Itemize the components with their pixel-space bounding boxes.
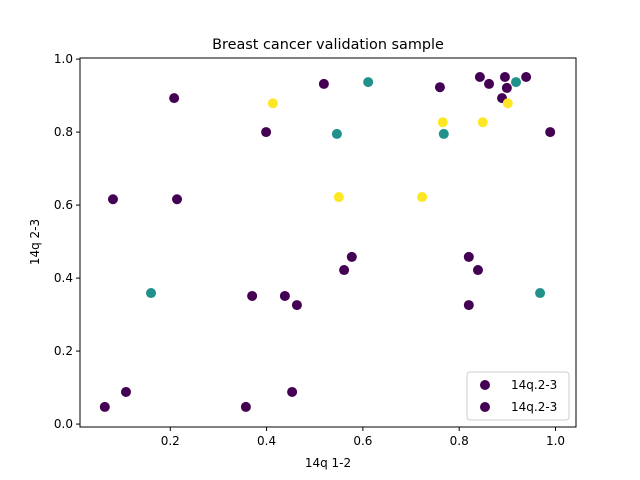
data-point-purple-2 <box>240 401 251 412</box>
data-point-purple-8 <box>172 194 183 205</box>
data-point-purple-21 <box>499 71 510 82</box>
data-point-purple-16 <box>463 300 474 311</box>
data-point-purple-18 <box>545 127 556 138</box>
legend-box <box>466 371 570 421</box>
x-tick-label: 0.2 <box>161 434 180 448</box>
x-axis-label: 14q 1-2 <box>305 456 351 470</box>
data-point-teal-3 <box>438 128 449 139</box>
data-point-purple-9 <box>169 93 180 104</box>
data-point-teal-5 <box>535 288 546 299</box>
data-point-teal-1 <box>331 128 342 139</box>
data-point-purple-6 <box>291 300 302 311</box>
data-point-yellow-5 <box>502 98 513 109</box>
y-tick-label: 0.4 <box>54 271 73 285</box>
x-tick-label: 1.0 <box>546 434 565 448</box>
chart-title: Breast cancer validation sample <box>212 37 444 53</box>
points-layer <box>99 71 556 412</box>
data-point-yellow-4 <box>477 117 488 128</box>
y-tick-label: 0.0 <box>54 417 73 431</box>
data-point-purple-7 <box>107 194 118 205</box>
data-point-purple-0 <box>99 401 110 412</box>
plot-frame <box>79 57 577 428</box>
data-point-purple-4 <box>247 290 258 301</box>
x-tick-label: 0.4 <box>257 434 276 448</box>
data-point-purple-22 <box>501 82 512 93</box>
y-tick-label: 0.8 <box>54 125 73 139</box>
data-point-purple-13 <box>339 265 350 276</box>
data-point-purple-1 <box>120 386 131 397</box>
x-tick-label: 0.8 <box>450 434 469 448</box>
data-point-yellow-3 <box>437 117 448 128</box>
data-point-purple-17 <box>434 82 445 93</box>
y-tick-label: 1.0 <box>54 52 73 66</box>
data-point-yellow-1 <box>333 192 344 203</box>
data-point-purple-11 <box>318 78 329 89</box>
y-axis: 0.0 0.2 0.4 0.6 0.8 1.0 <box>54 52 80 431</box>
legend-marker <box>480 380 490 390</box>
data-point-teal-2 <box>363 77 374 88</box>
data-point-purple-5 <box>279 290 290 301</box>
data-point-purple-15 <box>472 265 483 276</box>
x-tick-label: 0.6 <box>353 434 372 448</box>
data-point-purple-3 <box>287 386 298 397</box>
y-tick-label: 0.6 <box>54 198 73 212</box>
legend-label: 14q.2-3 <box>511 378 557 392</box>
data-point-yellow-0 <box>267 98 278 109</box>
data-point-teal-0 <box>146 288 157 299</box>
legend-marker <box>480 402 490 412</box>
y-axis-label: 14q 2-3 <box>28 219 42 265</box>
data-point-purple-24 <box>521 71 532 82</box>
y-tick-label: 0.2 <box>54 344 73 358</box>
data-point-purple-20 <box>484 78 495 89</box>
data-point-purple-10 <box>261 127 272 138</box>
legend: 14q.2-3 14q.2-3 <box>466 371 570 421</box>
data-point-yellow-2 <box>417 192 428 203</box>
data-point-purple-12 <box>346 251 357 262</box>
data-point-purple-19 <box>474 71 485 82</box>
data-point-purple-14 <box>463 251 474 262</box>
legend-label: 14q.2-3 <box>511 400 557 414</box>
data-point-teal-4 <box>511 77 522 88</box>
x-axis: 0.2 0.4 0.6 0.8 1.0 <box>161 427 565 448</box>
